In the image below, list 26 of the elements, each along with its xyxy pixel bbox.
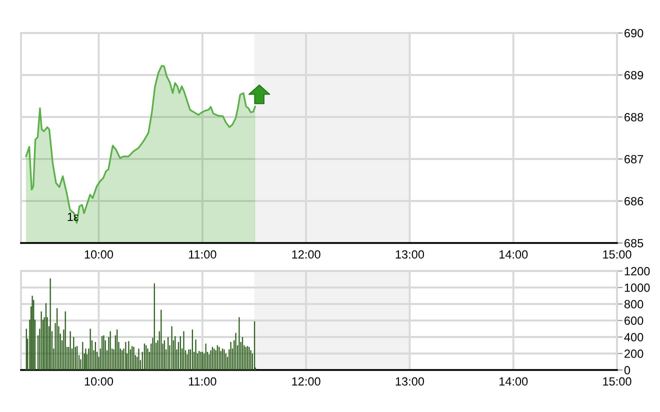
x-tick-label: 13:00 <box>396 250 424 259</box>
x-tick-label: 11:00 <box>188 250 216 259</box>
x-tick-label: 15:00 <box>603 250 632 259</box>
y-tick-label: 800 <box>624 300 644 308</box>
x-tick-label: 14:00 <box>499 377 528 386</box>
x-tick-label: 10:00 <box>84 250 114 259</box>
x-tick-label: 12:00 <box>292 250 320 259</box>
x-tick-label: 15:00 <box>603 377 632 386</box>
y-tick-label: 685 <box>624 239 644 248</box>
x-tick-label: 12:00 <box>292 377 320 386</box>
y-tick-label: 687 <box>624 155 644 164</box>
x-tick-label: 10:00 <box>84 377 114 386</box>
y-tick-label: 1200 <box>624 267 650 276</box>
y-tick-label: 200 <box>624 350 644 358</box>
y-tick-label: 688 <box>624 113 644 122</box>
y-tick-label: 686 <box>624 197 644 206</box>
y-tick-label: 0 <box>624 366 630 374</box>
x-tick-label: 14:00 <box>499 250 528 259</box>
y-tick-label: 600 <box>624 316 644 325</box>
y-tick-label: 689 <box>624 71 644 80</box>
y-tick-label: 400 <box>624 333 644 342</box>
x-tick-label: 11:00 <box>188 377 216 386</box>
y-tick-label: 1000 <box>624 284 650 292</box>
annotation: 1ε <box>68 212 79 221</box>
x-tick-label: 13:00 <box>396 377 424 386</box>
y-tick-label: 690 <box>624 29 644 38</box>
